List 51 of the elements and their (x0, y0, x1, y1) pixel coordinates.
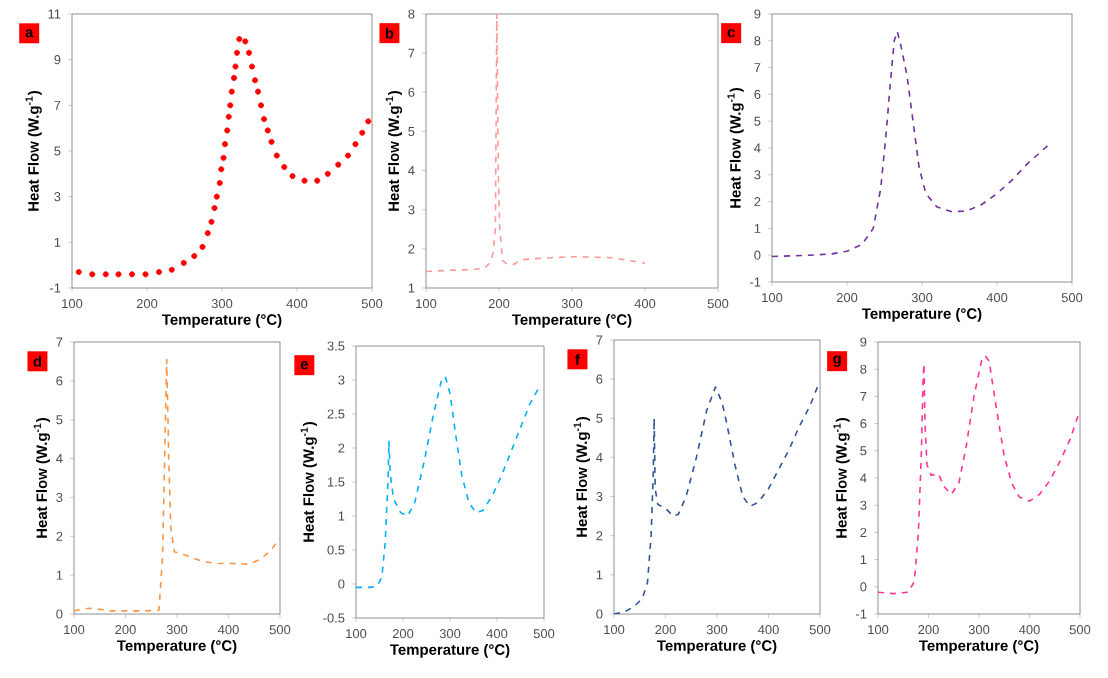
point (102, 271, 109, 278)
point (168, 266, 175, 273)
line-series (614, 386, 819, 614)
point (218, 166, 225, 173)
point (258, 102, 264, 109)
point (213, 193, 220, 200)
point (324, 170, 331, 177)
point (75, 269, 82, 275)
point (220, 154, 227, 161)
point (211, 205, 218, 212)
point (345, 152, 351, 159)
point (225, 113, 232, 120)
point (301, 177, 308, 184)
point (204, 230, 211, 237)
point (335, 161, 342, 168)
point (180, 259, 187, 266)
point (273, 152, 280, 159)
point (359, 129, 366, 136)
point (156, 269, 162, 275)
point (208, 218, 215, 225)
point (228, 88, 235, 95)
point (115, 271, 122, 278)
point (314, 177, 321, 184)
point (227, 102, 234, 109)
point (129, 271, 135, 278)
point (255, 88, 261, 95)
point (246, 49, 252, 56)
point (234, 49, 240, 56)
point (236, 36, 243, 43)
point (365, 118, 372, 125)
point (199, 243, 206, 250)
point (352, 141, 359, 148)
point (242, 38, 249, 45)
line-series (878, 354, 1080, 595)
point (289, 173, 296, 180)
point (216, 179, 223, 186)
point (261, 116, 267, 123)
point (222, 141, 228, 148)
point (89, 271, 96, 278)
point (232, 63, 239, 70)
point (224, 127, 231, 134)
point (252, 77, 258, 84)
point (231, 74, 237, 81)
point (281, 163, 288, 170)
point (191, 253, 198, 260)
point (249, 63, 255, 70)
point (142, 271, 149, 278)
point (264, 127, 271, 134)
line-series (356, 375, 541, 589)
line-series (426, 14, 646, 273)
point (268, 138, 275, 145)
